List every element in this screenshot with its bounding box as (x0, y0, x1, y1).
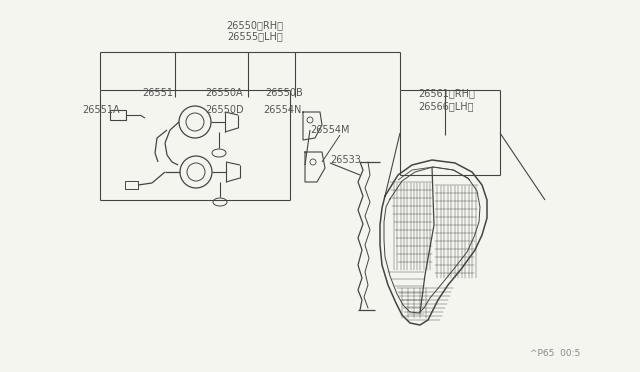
Text: ^P65  00:5: ^P65 00:5 (530, 349, 580, 358)
Text: 26551A: 26551A (82, 105, 120, 115)
Text: 26551: 26551 (142, 88, 173, 98)
Text: 26555〈LH〉: 26555〈LH〉 (227, 31, 283, 41)
Text: 26533: 26533 (330, 155, 361, 165)
Text: 26554M: 26554M (310, 125, 349, 135)
Text: 26554N: 26554N (263, 105, 301, 115)
Text: 26561〈RH〉: 26561〈RH〉 (418, 88, 475, 98)
Text: 26550D: 26550D (205, 105, 244, 115)
Text: 26566〈LH〉: 26566〈LH〉 (418, 101, 474, 111)
Text: 26550A: 26550A (205, 88, 243, 98)
Text: 26550B: 26550B (265, 88, 303, 98)
Text: 26550〈RH〉: 26550〈RH〉 (227, 20, 284, 30)
